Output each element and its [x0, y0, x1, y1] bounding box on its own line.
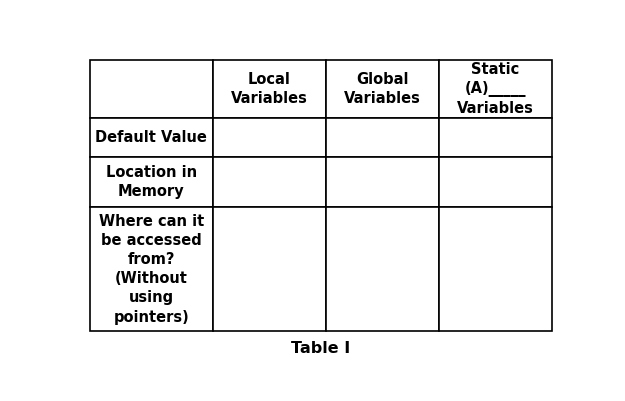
Text: Table I: Table I — [291, 341, 351, 356]
Text: Local
Variables: Local Variables — [231, 72, 308, 106]
Bar — [213, 157, 326, 207]
Bar — [213, 207, 326, 331]
Bar — [326, 207, 439, 331]
Bar — [90, 60, 213, 118]
Bar — [326, 118, 439, 157]
Bar — [90, 118, 213, 157]
Bar — [90, 207, 213, 331]
Text: Static
(A)_____
Variables: Static (A)_____ Variables — [457, 62, 534, 116]
Text: Location in
Memory: Location in Memory — [106, 165, 197, 199]
Bar — [439, 118, 552, 157]
Text: Default Value: Default Value — [96, 130, 208, 145]
Bar — [90, 157, 213, 207]
Bar — [326, 60, 439, 118]
Bar — [213, 118, 326, 157]
Bar — [439, 60, 552, 118]
Bar — [439, 157, 552, 207]
Text: Where can it
be accessed
from?
(Without
using
pointers): Where can it be accessed from? (Without … — [99, 214, 204, 324]
Bar — [213, 60, 326, 118]
Bar — [326, 157, 439, 207]
Bar — [439, 207, 552, 331]
Text: Global
Variables: Global Variables — [344, 72, 421, 106]
